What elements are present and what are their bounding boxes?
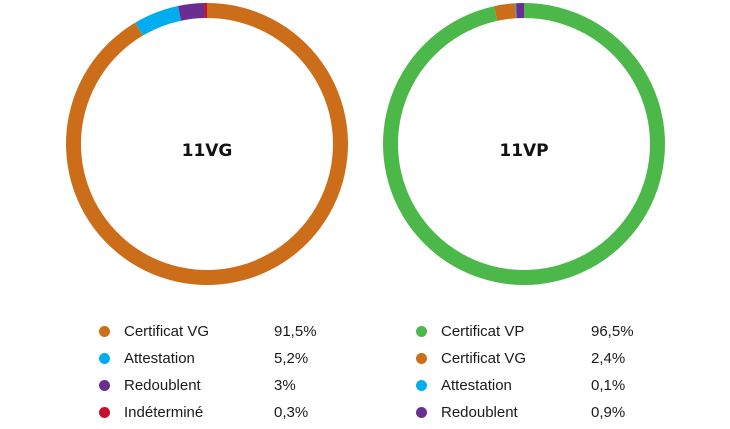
legend-swatch [416, 407, 427, 418]
legend-value: 3% [274, 377, 296, 394]
chart-title-11vp: 11VP [499, 141, 548, 161]
legend-swatch [99, 380, 110, 391]
legend-item: Redoublent 0,9% [416, 399, 661, 426]
legend-label: Certificat VG [124, 323, 210, 340]
chart-title-11vg: 11VG [182, 141, 233, 161]
legend-item: Attestation 5,2% [99, 345, 344, 372]
legend-label: Indéterminé [124, 404, 204, 421]
legend-swatch [416, 353, 427, 364]
legend-value: 91,5% [274, 323, 317, 340]
donut-chart-11vp: 11VP [383, 3, 665, 285]
legend-item: Certificat VP 96,5% [416, 318, 661, 345]
legend-label: Attestation [124, 350, 195, 367]
legend-item: Attestation 0,1% [416, 372, 661, 399]
donut-chart-11vg: 11VG [65, 3, 348, 285]
legend-swatch [99, 353, 110, 364]
legend-item: Indéterminé 0,3% [99, 399, 344, 426]
legend-value: 96,5% [591, 323, 634, 340]
donut-slice-redoublent [516, 3, 524, 19]
donut-slice-redoublent [177, 3, 205, 21]
legend-label: Certificat VG [441, 350, 527, 367]
legend-swatch [416, 380, 427, 391]
donut-slice-ind-termin- [204, 3, 207, 19]
donut-slice-attestation [515, 3, 517, 19]
legend-swatch [99, 407, 110, 418]
legend-label: Redoublent [441, 404, 518, 421]
donut-slice-attestation [135, 6, 182, 36]
legend-label: Redoublent [124, 377, 201, 394]
legend-label: Certificat VP [441, 323, 525, 340]
legend-value: 2,4% [591, 350, 626, 367]
legend-value: 0,9% [591, 404, 626, 421]
legend-value: 0,3% [274, 404, 309, 421]
legend-value: 0,1% [591, 377, 626, 394]
legend-item: Certificat VG 2,4% [416, 345, 661, 372]
legend-swatch [99, 326, 110, 337]
donut-slice-certificat-vg [494, 3, 517, 21]
legend-item: Redoublent 3% [99, 372, 344, 399]
legend-11vp: Certificat VP 96,5% Certificat VG 2,4% A… [416, 318, 661, 426]
legend-item: Certificat VG 91,5% [99, 318, 344, 345]
legend-11vg: Certificat VG 91,5% Attestation 5,2% Red… [99, 318, 344, 426]
legend-label: Attestation [441, 377, 512, 394]
legend-swatch [416, 326, 427, 337]
legend-value: 5,2% [274, 350, 309, 367]
